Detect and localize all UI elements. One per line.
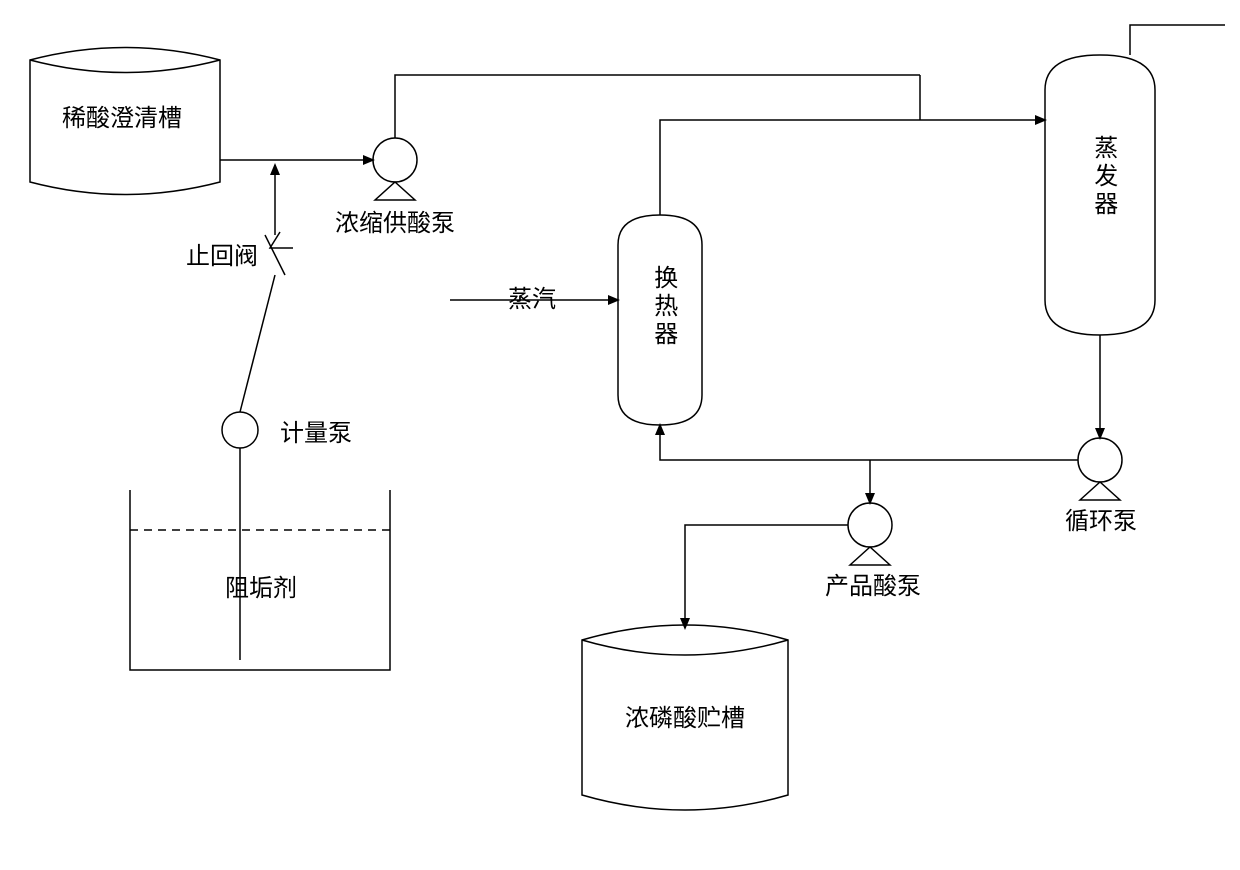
diagram-canvas: 稀酸澄清槽 止回阀 计量泵 阻垢剂 浓缩供酸泵 蒸汽 换热器 蒸发器 循环泵 产… xyxy=(0,0,1240,870)
check-valve-label: 止回阀 xyxy=(186,243,258,272)
dilute-acid-tank-label: 稀酸澄清槽 xyxy=(62,105,182,134)
check-valve-shape xyxy=(265,232,293,275)
evaporator-label: 蒸发器 xyxy=(1088,135,1117,219)
scale-inhibitor-label: 阻垢剂 xyxy=(225,575,297,604)
metering-pump-label: 计量泵 xyxy=(280,420,352,449)
edge-acidpump-to-evap xyxy=(395,75,920,138)
edge-heatex-to-evap xyxy=(660,120,920,215)
edge-circpump-to-heatex xyxy=(660,425,1078,460)
heat-exchanger-label: 换热器 xyxy=(648,265,677,349)
flowchart-svg xyxy=(0,0,1240,870)
edge-evap-vent xyxy=(1130,25,1225,55)
circ-pump-label: 循环泵 xyxy=(1065,508,1137,537)
product-pump-label: 产品酸泵 xyxy=(825,573,921,602)
acid-pump-label: 浓缩供酸泵 xyxy=(335,210,455,239)
product-pump-shape xyxy=(848,503,892,565)
steam-label: 蒸汽 xyxy=(508,286,556,315)
metering-pump-shape xyxy=(222,412,258,448)
acid-pump-shape xyxy=(373,138,417,200)
edge-productpump-to-storage xyxy=(685,525,848,628)
edge-meter-to-valve xyxy=(240,275,275,412)
storage-tank-label: 浓磷酸贮槽 xyxy=(625,705,745,734)
circ-pump-shape xyxy=(1078,438,1122,500)
